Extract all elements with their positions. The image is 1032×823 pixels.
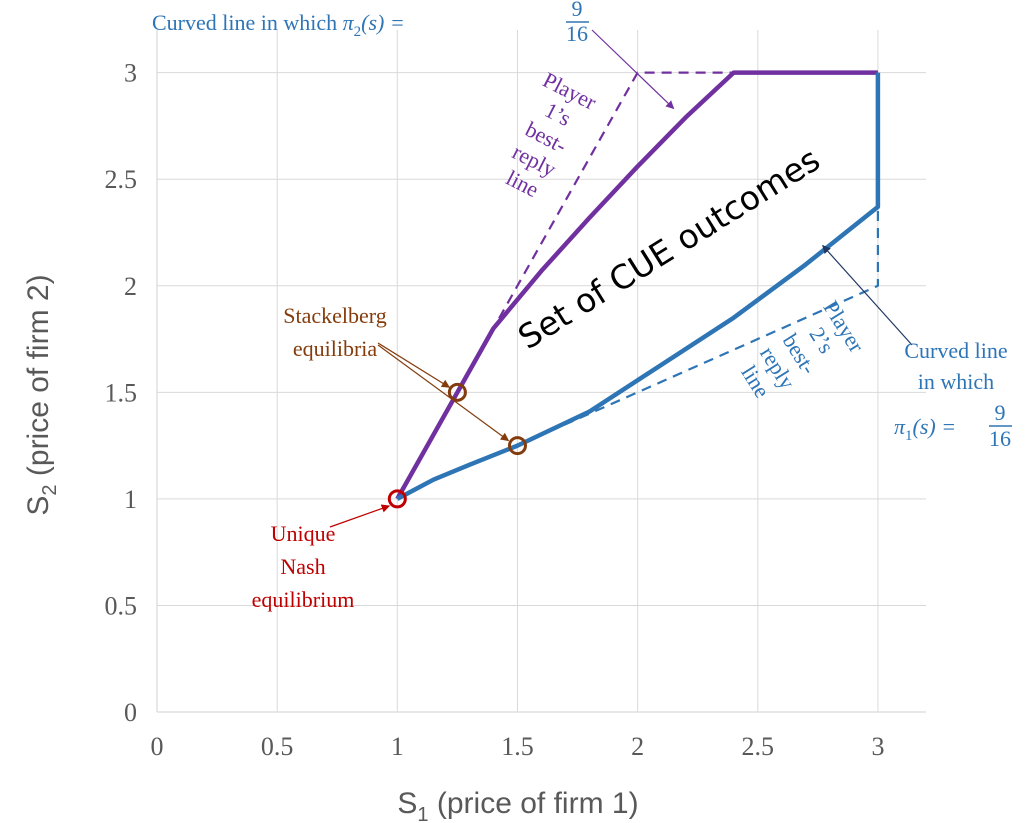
x-tick-1: 0.5 [261,732,294,761]
stackelberg-marker-1 [447,382,467,402]
tick-labels: 0 0.5 1 1.5 2 2.5 3 0 0.5 1 1.5 2 2.5 3 [105,59,885,761]
y-tick-0: 0 [124,698,137,727]
svg-text:Unique: Unique [271,521,336,546]
x-tick-3: 1.5 [501,732,534,761]
curve1-line1: Curved line [904,338,1007,363]
curve2-frac-num: 9 [572,0,583,21]
curve1-frac-num: 9 [995,400,1006,425]
x-tick-5: 2.5 [742,732,775,761]
x-tick-6: 3 [871,732,884,761]
markers [387,382,527,509]
curve2-arrow [591,29,675,110]
stackelberg-arrow-1 [377,342,451,388]
svg-text:equilibrium: equilibrium [252,587,355,612]
svg-text:Nash: Nash [280,554,325,579]
curve1-annotation: Curved line in which π1(s) = 9 16 [894,338,1012,451]
curve1-line2: in which [918,369,994,394]
y-tick-4: 2 [124,272,137,301]
curve1-arrow [822,244,913,346]
svg-text:Stackelberg: Stackelberg [283,303,386,328]
nash-label: Unique Nash equilibrium [252,521,355,612]
annotation-arrows [329,29,913,528]
y-axis-title: S2 (price of firm 2) [22,274,61,515]
stackelberg-arrow-2 [377,344,510,442]
cue-region-label: Set of CUE outcomes [511,140,826,357]
svg-text:π1(s) =: π1(s) = [894,414,956,444]
x-tick-2: 1 [391,732,404,761]
svg-text:equilibria: equilibria [293,336,378,361]
x-tick-0: 0 [151,732,164,761]
nash-arrow [329,504,391,528]
y-tick-5: 2.5 [105,165,138,194]
stackelberg-marker-2 [507,436,527,456]
curve2-title: Curved line in which [152,10,343,35]
y-tick-1: 0.5 [105,591,138,620]
curve2-annotation: Curved line in which π2(s) = 9 16 [152,0,589,46]
x-axis-title: S1 (price of firm 1) [397,787,638,823]
y-tick-2: 1 [124,485,137,514]
curve1-frac-den: 16 [989,426,1011,451]
nash-marker-0 [387,489,407,509]
player2-best-reply-line [517,206,879,447]
player1-best-reply-label: Player 1’s best- reply line [502,67,601,202]
y-tick-3: 1.5 [105,378,138,407]
x-tick-4: 2 [631,732,644,761]
y-tick-6: 3 [124,59,137,88]
curve2-frac-den: 16 [566,21,588,46]
player1-best-reply-line [456,71,734,393]
svg-text:Curved line in which π2(s) =: Curved line in which π2(s) = [152,10,405,40]
stackelberg-label: Stackelberg equilibria [283,303,386,361]
player2-best-reply-label: Player 2’s best- reply line [736,296,869,402]
